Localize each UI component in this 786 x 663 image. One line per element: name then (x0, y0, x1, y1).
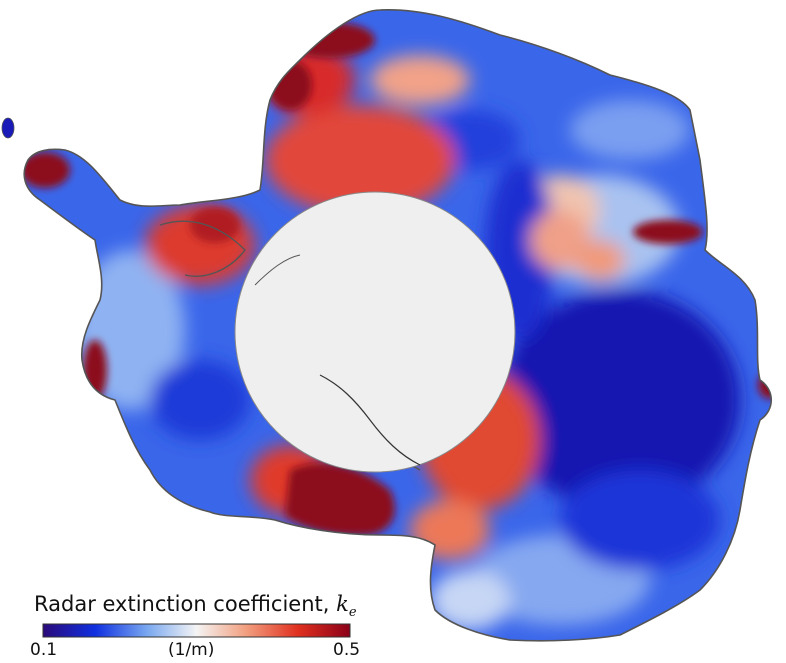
colorbar-title: Radar extinction coefficient, ke (34, 592, 357, 620)
colorbar-unit-label: (1/m) (168, 640, 215, 660)
colorbar-symbol-subscript: e (348, 605, 357, 621)
colorbar-symbol: k (336, 592, 349, 616)
pole-hole-grounding (254, 254, 301, 286)
peninsula-tip (1, 117, 15, 139)
ronne-ice-shelf-outline (159, 220, 246, 277)
colorbar-max-label: 0.5 (333, 640, 361, 660)
colorbar-title-text: Radar extinction coefficient, (34, 592, 337, 616)
pole-hole (234, 191, 516, 473)
pole-hole-coastline (319, 374, 421, 466)
coastline (23, 8, 773, 642)
colorbar (42, 623, 351, 638)
colorbar-min-label: 0.1 (30, 640, 58, 660)
